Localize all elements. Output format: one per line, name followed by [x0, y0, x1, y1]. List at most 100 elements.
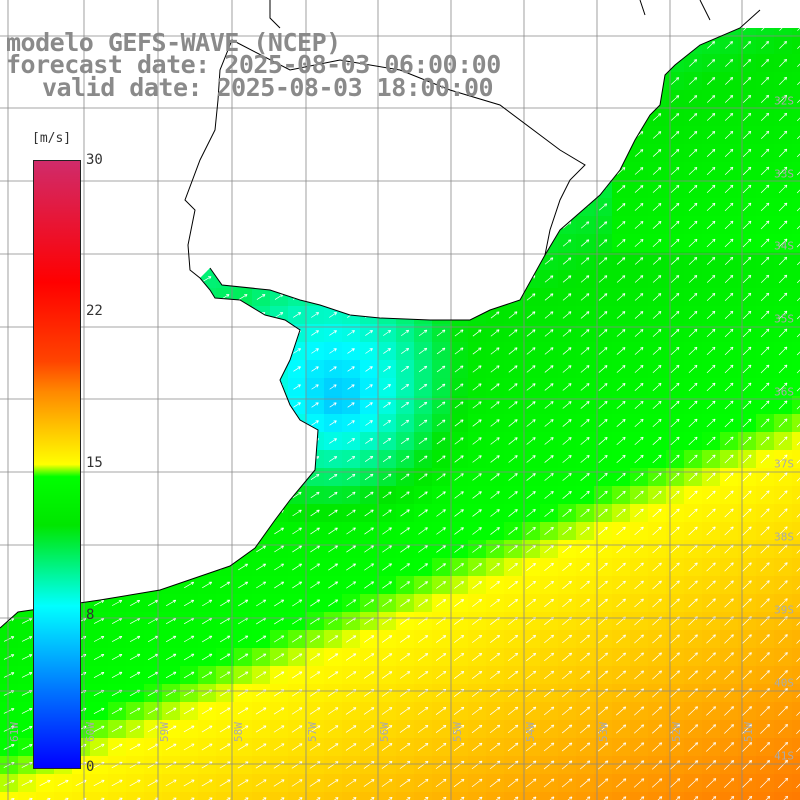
- wind-arrow: [21, 708, 33, 714]
- wind-arrow: [742, 274, 752, 284]
- wind-arrow: [273, 779, 285, 787]
- speed-cell: [738, 54, 757, 73]
- wind-arrow: [761, 76, 770, 85]
- speed-cell: [702, 720, 721, 739]
- wind-arrow: [724, 634, 734, 644]
- speed-cell: [630, 702, 649, 721]
- wind-arrow: [706, 364, 716, 374]
- wind-arrow: [598, 365, 608, 373]
- wind-arrow: [3, 636, 15, 642]
- speed-cell: [468, 594, 487, 613]
- speed-cell: [684, 684, 703, 703]
- speed-cell: [756, 72, 775, 91]
- wind-arrow: [383, 348, 391, 354]
- speed-cell: [558, 702, 577, 721]
- wind-arrow: [796, 256, 800, 266]
- wind-arrow: [400, 563, 410, 571]
- wind-arrow: [310, 491, 320, 499]
- speed-cell: [756, 792, 775, 800]
- wind-arrow: [293, 402, 301, 408]
- speed-cell: [468, 774, 487, 793]
- speed-cell: [630, 432, 649, 451]
- wind-arrow: [669, 760, 681, 770]
- wind-arrow: [93, 779, 105, 787]
- wind-arrow: [471, 742, 483, 752]
- wind-arrow: [562, 437, 572, 445]
- wind-arrow: [436, 491, 446, 499]
- wind-arrow: [742, 724, 753, 734]
- wind-arrow: [508, 652, 519, 662]
- wind-arrow: [670, 454, 680, 464]
- speed-cell: [756, 540, 775, 559]
- wind-arrow: [274, 599, 285, 607]
- wind-arrow: [129, 725, 141, 733]
- speed-cell: [522, 540, 541, 559]
- wind-arrow: [561, 796, 573, 800]
- speed-cell: [594, 234, 613, 253]
- wind-arrow: [292, 599, 303, 607]
- wind-arrow: [310, 473, 320, 480]
- wind-arrow: [418, 473, 428, 481]
- speed-cell: [738, 324, 757, 343]
- wind-arrow: [796, 130, 800, 140]
- speed-cell: [576, 630, 595, 649]
- wind-arrow: [741, 795, 753, 800]
- wind-arrow: [797, 76, 800, 86]
- wind-arrow: [670, 526, 680, 536]
- wind-arrow: [436, 347, 446, 355]
- wind-arrow: [742, 220, 752, 230]
- speed-cell: [522, 558, 541, 577]
- wind-arrow: [670, 364, 680, 374]
- speed-cell: [738, 288, 757, 307]
- wind-arrow: [634, 508, 644, 518]
- wind-arrow: [760, 400, 770, 410]
- speed-cell: [738, 396, 757, 415]
- wind-arrow: [508, 365, 518, 373]
- speed-cell: [612, 792, 631, 800]
- wind-arrow: [544, 491, 554, 499]
- wind-arrow: [454, 365, 464, 373]
- speed-cell: [648, 774, 667, 793]
- speed-cell: [612, 666, 631, 685]
- speed-cell: [612, 306, 631, 325]
- speed-cell: [108, 792, 127, 800]
- wind-arrow: [383, 384, 391, 390]
- speed-cell: [756, 360, 775, 379]
- speed-cell: [702, 72, 721, 91]
- speed-cell: [666, 594, 685, 613]
- speed-cell: [540, 396, 559, 415]
- wind-arrow: [490, 563, 500, 571]
- speed-cell: [468, 414, 487, 433]
- wind-arrow: [706, 670, 716, 680]
- speed-cell: [684, 756, 703, 775]
- wind-arrow: [597, 760, 609, 770]
- wind-arrow: [543, 724, 555, 734]
- wind-arrow: [760, 130, 770, 140]
- speed-cell: [648, 684, 667, 703]
- wind-arrow: [544, 275, 554, 283]
- wind-arrow: [598, 580, 608, 590]
- wind-arrow: [688, 526, 698, 536]
- wind-arrow: [256, 581, 267, 589]
- wind-arrow: [652, 418, 662, 428]
- wind-arrow: [93, 671, 105, 678]
- wind-arrow: [688, 598, 698, 608]
- speed-cell: [630, 594, 649, 613]
- speed-cell: [738, 666, 757, 685]
- speed-cell: [666, 198, 685, 217]
- wind-arrow: [418, 329, 428, 337]
- speed-cell: [522, 702, 541, 721]
- wind-arrow: [616, 490, 626, 500]
- wind-arrow: [706, 742, 717, 752]
- speed-cell: [594, 504, 613, 523]
- speed-cell: [468, 666, 487, 685]
- speed-cell: [450, 540, 469, 559]
- wind-arrow: [328, 581, 339, 589]
- wind-arrow: [238, 563, 249, 571]
- wind-arrow: [706, 472, 716, 482]
- speed-cell: [468, 756, 487, 775]
- speed-cell: [702, 756, 721, 775]
- speed-cell: [792, 468, 800, 487]
- wind-arrow: [778, 184, 788, 194]
- speed-cell: [594, 216, 613, 235]
